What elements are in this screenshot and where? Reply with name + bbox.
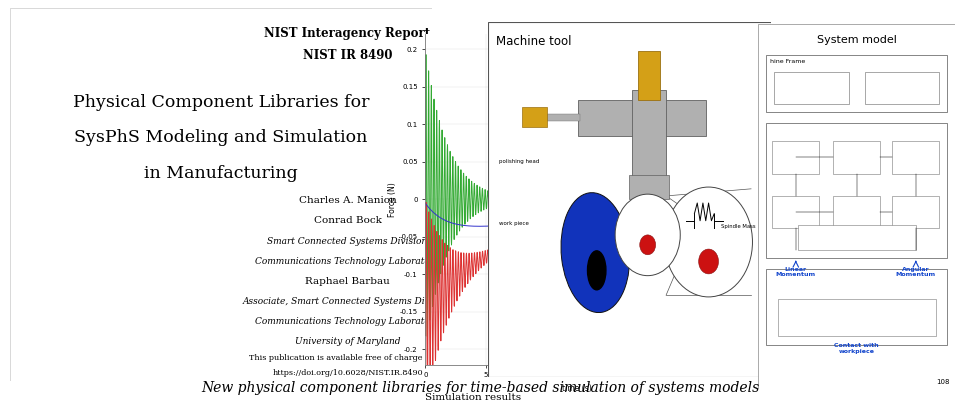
FancyBboxPatch shape bbox=[632, 90, 666, 178]
Text: in Manufacturing: in Manufacturing bbox=[144, 164, 298, 181]
Circle shape bbox=[615, 194, 681, 276]
FancyBboxPatch shape bbox=[833, 196, 880, 228]
Text: Communications Technology Laboratory: Communications Technology Laboratory bbox=[255, 257, 440, 266]
Text: System model: System model bbox=[817, 35, 897, 45]
Text: This publication is available free of charge from:: This publication is available free of ch… bbox=[249, 354, 446, 362]
Text: Physical Component Libraries for: Physical Component Libraries for bbox=[73, 94, 369, 111]
Text: work piece: work piece bbox=[499, 221, 529, 226]
Circle shape bbox=[639, 235, 656, 255]
Text: Contact with
workpiece: Contact with workpiece bbox=[834, 343, 879, 354]
FancyBboxPatch shape bbox=[833, 141, 880, 174]
Y-axis label: Force (N): Force (N) bbox=[388, 182, 396, 217]
Text: Raphael Barbau: Raphael Barbau bbox=[305, 277, 390, 286]
Text: 108: 108 bbox=[936, 379, 949, 385]
Text: polishing head: polishing head bbox=[499, 159, 540, 164]
Text: Associate, Smart Connected Systems Division: Associate, Smart Connected Systems Divis… bbox=[243, 297, 452, 306]
Text: SEA: SEA bbox=[523, 114, 533, 119]
Text: SysPhS Modeling and Simulation: SysPhS Modeling and Simulation bbox=[74, 129, 368, 146]
FancyBboxPatch shape bbox=[892, 141, 940, 174]
Circle shape bbox=[664, 187, 753, 297]
FancyBboxPatch shape bbox=[766, 269, 948, 345]
Text: Smart Connected Systems Division: Smart Connected Systems Division bbox=[268, 237, 427, 245]
Text: Simulation results: Simulation results bbox=[425, 392, 521, 401]
FancyBboxPatch shape bbox=[766, 55, 948, 112]
Text: Communications Technology Laboratory: Communications Technology Laboratory bbox=[255, 317, 440, 326]
FancyBboxPatch shape bbox=[10, 8, 432, 381]
FancyBboxPatch shape bbox=[774, 72, 849, 104]
FancyBboxPatch shape bbox=[488, 22, 771, 377]
Text: Charles A. Manion: Charles A. Manion bbox=[299, 196, 396, 205]
FancyBboxPatch shape bbox=[637, 51, 660, 100]
FancyBboxPatch shape bbox=[772, 196, 820, 228]
FancyBboxPatch shape bbox=[798, 225, 916, 250]
Text: https://doi.org/10.6028/NIST.IR.8490: https://doi.org/10.6028/NIST.IR.8490 bbox=[273, 369, 422, 377]
Text: Conrad Bock: Conrad Bock bbox=[314, 216, 381, 226]
FancyBboxPatch shape bbox=[766, 123, 948, 258]
FancyBboxPatch shape bbox=[521, 107, 547, 127]
Text: Machine tool: Machine tool bbox=[496, 35, 571, 48]
X-axis label: time (s): time (s) bbox=[562, 384, 591, 393]
FancyBboxPatch shape bbox=[578, 100, 706, 136]
Ellipse shape bbox=[561, 193, 630, 313]
Circle shape bbox=[699, 249, 718, 274]
Text: Linear
Momentum: Linear Momentum bbox=[776, 266, 816, 277]
Text: University of Maryland: University of Maryland bbox=[295, 337, 400, 346]
FancyBboxPatch shape bbox=[630, 175, 669, 200]
Text: NIST IR 8490: NIST IR 8490 bbox=[302, 49, 393, 62]
Text: hine Frame: hine Frame bbox=[770, 59, 805, 64]
FancyBboxPatch shape bbox=[892, 196, 940, 228]
FancyBboxPatch shape bbox=[865, 72, 940, 104]
Text: New physical component libraries for time-based simulation of systems models: New physical component libraries for tim… bbox=[201, 381, 759, 395]
FancyBboxPatch shape bbox=[772, 141, 820, 174]
Text: Spindle Mass: Spindle Mass bbox=[721, 224, 756, 229]
FancyBboxPatch shape bbox=[778, 300, 935, 336]
FancyBboxPatch shape bbox=[758, 24, 955, 389]
Ellipse shape bbox=[588, 251, 606, 290]
FancyBboxPatch shape bbox=[640, 196, 658, 228]
Text: NIST Interagency Report: NIST Interagency Report bbox=[264, 27, 431, 40]
FancyBboxPatch shape bbox=[547, 114, 580, 121]
Text: Angular
Momentum: Angular Momentum bbox=[896, 266, 936, 277]
